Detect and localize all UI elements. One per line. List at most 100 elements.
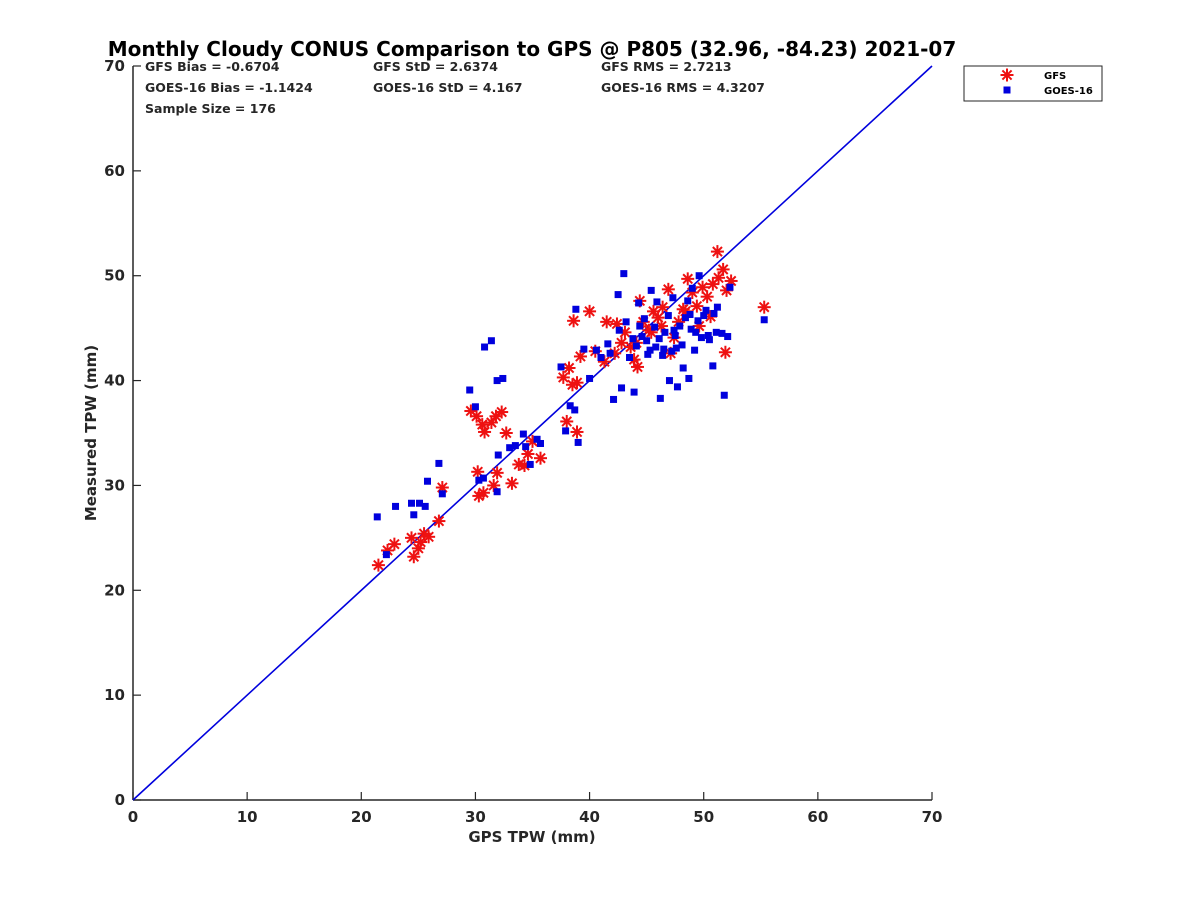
goes-16-point — [471, 403, 479, 411]
goes-16-point — [626, 354, 634, 362]
y-tick-label: 70 — [104, 57, 125, 75]
y-tick-label: 60 — [104, 162, 125, 180]
legend-gfs-asterisk — [1000, 68, 1014, 82]
goes-16-point — [526, 460, 534, 468]
goes-16-point — [373, 513, 381, 521]
gfs-point — [716, 262, 730, 276]
goes-16-point — [712, 328, 720, 336]
gfs-point — [556, 370, 570, 384]
goes-16-point — [493, 377, 501, 385]
goes-16-point — [710, 309, 718, 317]
goes-16-point — [760, 316, 768, 324]
goes-16-point — [499, 374, 507, 382]
y-tick-label: 50 — [104, 267, 125, 285]
y-tick-label: 20 — [104, 581, 125, 599]
gfs-point — [712, 271, 726, 285]
goes-16-point — [562, 427, 570, 435]
goes-16-point — [533, 435, 541, 443]
gfs-point — [387, 537, 401, 551]
gfs-point — [700, 290, 714, 304]
y-tick-label: 40 — [104, 372, 125, 390]
y-tick-label: 0 — [115, 791, 125, 809]
goes-16-point — [646, 346, 654, 354]
legend-gfs-marker — [1000, 68, 1014, 82]
goes-16-point — [684, 297, 692, 305]
goes-16-point — [691, 346, 699, 354]
gfs-point — [583, 304, 597, 318]
goes-16-point — [695, 272, 703, 280]
y-tick-label: 10 — [104, 686, 125, 704]
one-to-one-line — [132, 65, 933, 801]
reference-line — [132, 65, 933, 801]
goes-16-point — [620, 270, 628, 278]
goes-16-point — [438, 490, 446, 498]
goes-16-point — [651, 323, 659, 331]
y-axis-label: Measured TPW (mm) — [82, 345, 100, 521]
gfs-point — [371, 558, 385, 572]
goes-16-point — [606, 349, 614, 357]
data-marks — [371, 245, 771, 572]
goes-16-point — [421, 502, 429, 510]
goes-16-point — [671, 331, 679, 339]
x-tick-label: 10 — [237, 808, 258, 826]
goes-16-point — [415, 499, 423, 507]
goes-16-point — [475, 476, 483, 484]
goes-16-point — [659, 351, 667, 359]
goes-16-point — [653, 298, 661, 306]
goes-16-point — [681, 314, 689, 322]
goes-16-point — [618, 384, 626, 392]
legend-goes-marker — [1003, 86, 1011, 94]
x-tick-label: 30 — [465, 808, 486, 826]
goes-16-point — [670, 326, 678, 334]
legend-box — [963, 65, 1103, 102]
x-tick-label: 70 — [922, 808, 943, 826]
goes-16-point — [408, 499, 416, 507]
goes-16-point — [481, 343, 489, 351]
gfs-point — [495, 405, 509, 419]
goes-16-point — [632, 342, 640, 350]
goes-16-point — [423, 477, 431, 485]
gfs-point — [560, 414, 574, 428]
goes-16-point — [604, 340, 612, 348]
goes-16-point — [705, 336, 713, 344]
goes-16-point — [673, 383, 681, 391]
series-goes-16 — [373, 270, 768, 559]
goes-16-point — [622, 318, 630, 326]
goes-16-point — [522, 443, 530, 451]
goes-16-point — [694, 317, 702, 325]
goes-16-point — [664, 312, 672, 320]
legend: GFS GOES-16 — [963, 65, 1103, 102]
goes-16-point — [494, 451, 502, 459]
stat-gfs-bias: GFS Bias = -0.6704 — [145, 59, 280, 74]
stat-gfs-std: GFS StD = 2.6374 — [373, 59, 498, 74]
axis-ticks: 0 10 20 30 40 50 60 70 0 10 20 30 40 50 60 70 — [104, 57, 942, 826]
goes-16-point — [382, 551, 390, 559]
goes-16-point — [557, 363, 565, 371]
gfs-point — [718, 345, 732, 359]
goes-16-point — [511, 442, 519, 450]
goes-16-point — [610, 395, 618, 403]
x-tick-label: 40 — [579, 808, 600, 826]
goes-16-point — [709, 362, 717, 370]
goes-16-point — [571, 406, 579, 414]
legend-gfs-label: GFS — [1044, 71, 1066, 82]
legend-goes-label: GOES-16 — [1044, 86, 1093, 97]
goes-16-point — [519, 430, 527, 438]
goes-16-point — [597, 354, 605, 362]
goes-16-point — [668, 347, 676, 355]
goes-16-point — [724, 333, 732, 341]
stat-sample-size: Sample Size = 176 — [145, 101, 276, 116]
gfs-point — [681, 272, 695, 286]
gfs-point — [432, 514, 446, 528]
goes-16-point — [643, 337, 651, 345]
goes-16-point — [700, 312, 708, 320]
gfs-point — [690, 299, 704, 313]
gfs-point — [631, 360, 645, 374]
goes-16-point — [678, 341, 686, 349]
gfs-point — [422, 530, 436, 544]
stats-block: GFS Bias = -0.6704 GFS StD = 2.6374 GFS … — [145, 59, 765, 116]
goes-16-point — [466, 386, 474, 394]
goes-16-point — [718, 329, 726, 337]
gfs-point — [490, 466, 504, 480]
